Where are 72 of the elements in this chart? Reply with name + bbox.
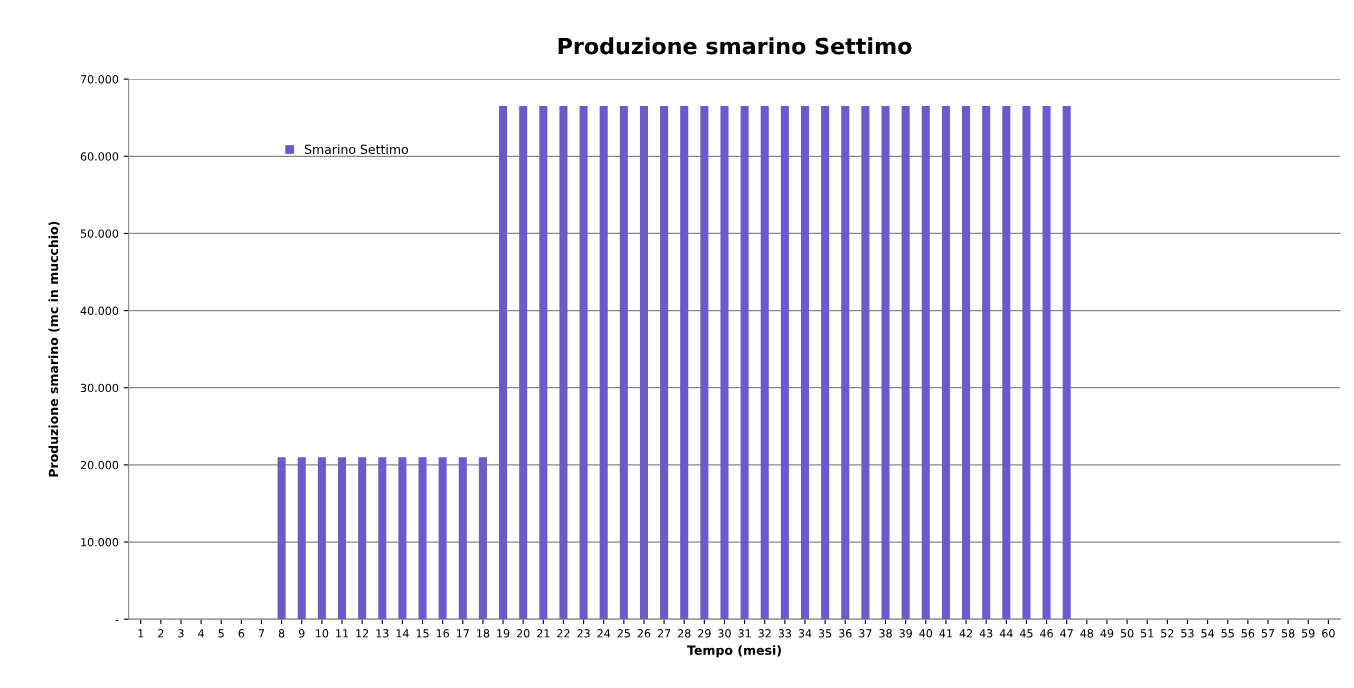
x-tick-label: 15	[416, 629, 429, 638]
y-tick-label: 50.000	[80, 229, 119, 238]
x-tick-label: 33	[778, 629, 792, 638]
x-tick-label: 55	[1221, 629, 1234, 638]
x-tick-label: 14	[396, 629, 409, 638]
x-tick-label: 5	[218, 629, 224, 638]
y-tick-label: -	[115, 619, 119, 621]
x-tick-label: 42	[959, 629, 972, 638]
x-tick-label: 12	[356, 629, 369, 638]
x-tick-label: 36	[839, 629, 852, 638]
x-tick-label: 3	[178, 629, 184, 638]
x-tick-label: 59	[1302, 629, 1315, 638]
x-tick-label: 16	[436, 629, 450, 638]
x-tick-label: 57	[1261, 629, 1275, 638]
x-tick-label: 35	[818, 629, 832, 638]
x-tick-label: 49	[1100, 629, 1114, 638]
x-tick-label: 38	[879, 629, 892, 638]
x-tick-label: 4	[198, 629, 205, 638]
x-tick-label: 28	[677, 629, 691, 638]
y-axis-title: Produzione smarino (mc in mucchio)	[48, 221, 60, 477]
x-tick-label: 18	[477, 629, 490, 638]
x-tick-label: 7	[258, 629, 265, 638]
x-tick-label: 54	[1201, 629, 1215, 638]
x-tick-label: 52	[1161, 629, 1174, 638]
x-axis-title: Tempo (mesi)	[687, 645, 781, 658]
y-tick-label: 70.000	[80, 75, 119, 84]
x-tick-label: 20	[516, 629, 530, 638]
x-tick-label: 9	[298, 629, 305, 638]
x-tick-label: 27	[657, 629, 671, 638]
x-tick-label: 48	[1080, 629, 1094, 638]
x-tick-label: 21	[537, 629, 550, 638]
x-tick-label: 47	[1060, 629, 1073, 638]
x-tick-label: 31	[738, 629, 751, 638]
x-tick-label: 2	[158, 629, 164, 638]
x-tick-label: 17	[456, 629, 469, 638]
x-tick-label: 10	[316, 629, 329, 638]
x-tick-label: 13	[376, 629, 389, 638]
x-tick-label: 43	[979, 629, 993, 638]
x-tick-label: 24	[597, 629, 611, 638]
x-tick-label: 39	[899, 629, 912, 638]
legend-label: Smarino Settimo	[304, 144, 409, 155]
x-tick-label: 19	[497, 629, 510, 638]
x-tick-label: 32	[758, 629, 771, 638]
x-tick-label: 23	[577, 629, 590, 638]
x-tick-label: 22	[557, 629, 570, 638]
x-tick-label: 37	[859, 629, 872, 638]
x-tick-label: 30	[718, 629, 731, 638]
x-tick-label: 1	[138, 629, 144, 638]
y-tick-label: 40.000	[80, 306, 119, 315]
x-tick-label: 53	[1181, 629, 1194, 638]
x-tick-label: 11	[336, 629, 349, 638]
x-tick-label: 46	[1040, 629, 1053, 638]
x-tick-label: 44	[999, 629, 1013, 638]
y-tick-label: 10.000	[81, 538, 119, 547]
x-tick-label: 60	[1322, 629, 1335, 638]
x-tick-label: 29	[698, 629, 711, 638]
y-tick-label: 60.000	[80, 152, 119, 161]
y-tick-label: 30.000	[80, 383, 119, 393]
x-tick-label: 8	[278, 629, 285, 638]
x-tick-label: 58	[1281, 629, 1295, 638]
x-tick-label: 50	[1120, 629, 1134, 638]
x-tick-label: 26	[637, 629, 651, 638]
x-tick-label: 51	[1141, 629, 1154, 638]
x-tick-label: 56	[1241, 629, 1255, 638]
x-tick-label: 45	[1019, 629, 1033, 638]
x-tick-label: 25	[617, 629, 630, 638]
x-tick-label: 6	[238, 629, 245, 638]
x-tick-label: 40	[919, 629, 933, 638]
x-tick-label: 41	[939, 629, 952, 638]
y-tick-label: 20.000	[80, 460, 119, 470]
x-tick-label: 34	[798, 629, 812, 638]
chart-title: Produzione smarino Settimo	[558, 37, 912, 55]
